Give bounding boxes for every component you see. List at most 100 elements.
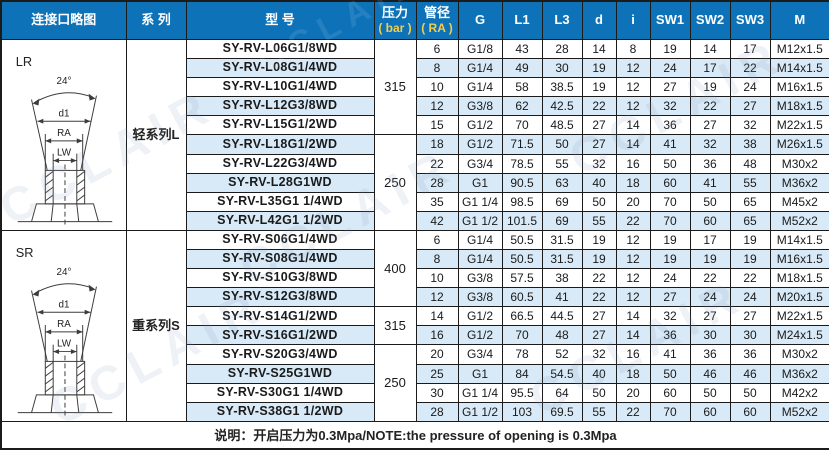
cell-l1: 71.5 [501,133,543,155]
cell-l3: 54.5 [541,363,583,384]
cell-g: G1/2 [457,114,503,135]
cell-sw2: 32 [689,133,731,155]
spec-row: SY-RV-L10G1/4WD 10 G1/4 58 38.5 19 12 27 19 24 M16… [1,76,829,97]
col-header-ra: 管径 ( RA ) [415,0,459,40]
cell-ra: 10 [415,76,459,97]
cell-sw1: 32 [649,305,691,326]
cell-l1: 98.5 [501,191,543,212]
cell-sw2: 27 [689,305,731,326]
cell-sw1: 36 [649,114,691,135]
cell-l1: 62 [501,95,543,116]
cell-g: G3/4 [457,153,503,174]
cell-pressure: 315 [373,38,417,135]
cell-l1: 78 [501,344,543,365]
spec-row: LR 24° d1 RA LW [0,38,829,231]
cell-d: 55 [581,210,617,231]
dim-angle: 24° [57,75,72,86]
cell-ra: 42 [415,210,459,231]
cell-l1: 78.5 [501,153,543,174]
spec-row: SY-RV-S20G3/4WD 250 20 G3/4 78 52 32 16 41 36 36 M3… [1,344,829,422]
cell-sw1: 19 [649,248,691,269]
cell-sw2: 27 [689,114,731,135]
cell-d: 27 [581,325,617,345]
cell-model: SY-RV-S06G1/4WD [185,229,375,250]
cell-l3: 48 [541,325,583,345]
cell-i: 22 [615,401,651,422]
cell-sw2: 36 [689,153,731,174]
cell-l3: 38 [541,267,583,288]
spec-row: SY-RV-L42G1 1/2WD 42 G1 1/2 101.5 69 55 22 70 60… [1,210,829,231]
cell-i: 12 [615,229,651,250]
cell-i: 20 [615,191,651,212]
diagram-cell: LR 24° d1 RA LW [0,38,127,231]
cell-sw3: 65 [729,210,771,231]
cell-l3: 41 [541,286,583,307]
cell-d: 27 [581,114,617,135]
cell-sw3: 19 [729,248,771,269]
cell-sw1: 24 [649,57,691,78]
cell-ra: 8 [415,248,459,269]
col-header-i: i [615,0,651,40]
cell-i: 14 [615,133,651,155]
cell-l1: 70 [501,325,543,345]
cell-sw3: 55 [729,172,771,193]
diagram-cell: SR 24° d1 RA LW [0,229,127,422]
cell-l3: 64 [541,382,583,403]
cell-model: SY-RV-S14G1/2WD [185,305,375,326]
cell-ra: 28 [415,172,459,193]
cell-model: SY-RV-L12G3/8WD [185,95,375,116]
cell-i: 12 [615,57,651,78]
cell-sw2: 60 [689,401,731,422]
spec-row: SY-RV-L18G1/2WD 250 18 G1/2 71.5 50 27 14 41 32 38… [1,133,829,231]
cell-sw3: 60 [729,401,771,422]
cell-ra: 35 [415,191,459,212]
cell-sw3: 36 [729,344,771,365]
cell-model: SY-RV-L15G1/2WD [185,114,375,135]
cell-g: G1 1/2 [457,401,503,422]
series-label: 轻系列L [125,38,187,231]
cell-sw3: 65 [729,191,771,212]
cell-d: 40 [581,363,617,384]
cell-sw1: 41 [649,133,691,155]
spec-row: SY-RV-L28G1WD 28 G1 90.5 63 40 18 60 41 55 M36x2 [1,172,829,193]
cell-sw3: 24 [729,76,771,97]
cell-sw1: 60 [649,382,691,403]
cell-d: 19 [581,229,617,250]
cell-ra: 6 [415,38,459,59]
cell-ra: 10 [415,267,459,288]
cell-sw2: 36 [689,344,731,365]
col-header-diagram: 连接口略图 [0,0,127,40]
cell-l1: 103 [501,401,543,422]
dim-d1: d1 [59,299,70,310]
header-row: 连接口略图 系 列 型 号 压力 ( bar ) 管径 ( RA ) G L1 … [0,0,829,40]
cell-sw1: 70 [649,210,691,231]
cell-d: 14 [581,38,617,59]
cell-l1: 58 [501,76,543,97]
cell-sw3: 30 [729,325,771,345]
cell-l3: 31.5 [541,248,583,269]
diagram-corner-label: LR [16,54,32,69]
cell-sw1: 32 [649,95,691,116]
col-header-l1: L1 [501,0,543,40]
cell-m: M16x1.5 [769,248,829,269]
cell-l3: 69.5 [541,401,583,422]
spec-row: SY-RV-S30G1 1/4WD 30 G1 1/4 95.5 64 50 20 60 50 5… [1,382,829,403]
cell-model: SY-RV-L42G1 1/2WD [185,210,375,231]
cell-i: 12 [615,248,651,269]
cell-sw1: 70 [649,401,691,422]
cell-g: G1 1/4 [457,382,503,403]
dim-lw: LW [57,338,72,349]
footer-note: 说明：开启压力为0.3Mpa/NOTE:the pressure of open… [0,420,829,450]
cell-ra: 25 [415,363,459,384]
cell-g: G1 1/2 [457,210,503,231]
cell-m: M26x1.5 [769,133,829,155]
dim-angle: 24° [57,266,72,277]
cell-sw3: 48 [729,153,771,174]
cell-i: 16 [615,153,651,174]
cell-sw3: 22 [729,57,771,78]
cell-m: M36x2 [769,363,829,384]
cell-sw3: 46 [729,363,771,384]
col-header-l3: L3 [541,0,583,40]
cell-sw1: 50 [649,363,691,384]
cell-m: M36x2 [769,172,829,193]
